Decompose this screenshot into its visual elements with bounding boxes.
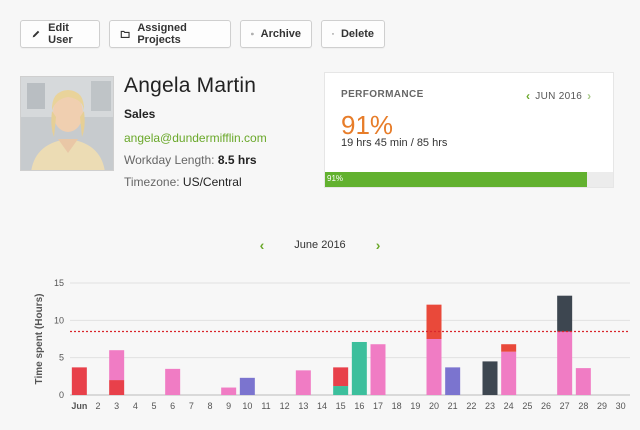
archive-icon	[251, 32, 254, 36]
x-tick-label: 22	[466, 401, 476, 411]
bar-segment	[351, 341, 367, 395]
assigned-projects-button[interactable]: Assigned Projects	[109, 20, 231, 48]
y-tick-label: 5	[59, 353, 64, 363]
x-tick-label: 11	[261, 401, 270, 411]
performance-progress-label: 91%	[327, 174, 344, 183]
avatar	[20, 76, 114, 171]
x-tick-label: 16	[354, 401, 364, 411]
x-tick-label: Jun	[71, 401, 87, 411]
y-tick-label: 10	[54, 315, 64, 325]
bar-segment	[221, 387, 237, 395]
user-toolbar: Edit User Assigned Projects Archive Dele…	[20, 20, 385, 48]
x-tick-label: 4	[133, 401, 138, 411]
x-tick-label: 19	[410, 401, 420, 411]
x-tick-label: 2	[95, 401, 100, 411]
delete-button[interactable]: Delete	[321, 20, 385, 48]
bar-segment	[426, 304, 442, 339]
performance-card: PERFORMANCE ‹ JUN 2016 › 91% 19 hrs 45 m…	[324, 72, 614, 188]
y-axis-label: Time spent (Hours)	[34, 294, 45, 385]
y-tick-label: 0	[59, 390, 64, 400]
x-tick-label: 27	[560, 401, 570, 411]
performance-title: PERFORMANCE	[341, 89, 424, 100]
x-tick-label: 30	[616, 401, 626, 411]
bar-segment	[71, 367, 87, 395]
timezone-row: Timezone: US/Central	[124, 175, 267, 189]
delete-label: Delete	[340, 28, 374, 40]
x-tick-label: 13	[298, 401, 308, 411]
bar-segment	[501, 344, 517, 352]
x-tick-label: 17	[373, 401, 383, 411]
profile-info: Angela Martin Sales angela@dundermifflin…	[124, 74, 267, 189]
x-tick-label: 3	[114, 401, 119, 411]
y-tick-label: 15	[54, 278, 64, 288]
workday-length-row: Workday Length: 8.5 hrs	[124, 153, 267, 167]
bar-segment	[333, 386, 349, 395]
bar-segment	[165, 368, 181, 395]
archive-label: Archive	[260, 28, 301, 40]
performance-month-nav: ‹ JUN 2016 ›	[526, 89, 591, 103]
folder-icon	[120, 30, 130, 39]
chevron-right-icon[interactable]: ›	[587, 89, 592, 103]
x-tick-label: 28	[578, 401, 588, 411]
chart-prev-month-icon[interactable]: ‹	[259, 237, 265, 253]
bar-segment	[557, 331, 573, 395]
user-department: Sales	[124, 107, 156, 121]
bar-segment	[239, 377, 255, 395]
chart-next-month-icon[interactable]: ›	[375, 237, 381, 253]
bar-segment	[370, 344, 386, 395]
x-tick-label: 29	[597, 401, 607, 411]
chart-month-label: June 2016	[294, 239, 346, 251]
chart-month-nav: ‹ June 2016 ›	[0, 237, 640, 253]
bar-segment	[557, 295, 573, 332]
assigned-projects-label: Assigned Projects	[137, 22, 187, 46]
x-tick-label: 25	[522, 401, 532, 411]
x-tick-label: 6	[170, 401, 175, 411]
bar-segment	[575, 368, 591, 395]
x-tick-label: 20	[429, 401, 439, 411]
x-tick-label: 14	[317, 401, 327, 411]
x-tick-label: 10	[242, 401, 252, 411]
user-name: Angela Martin	[124, 74, 257, 97]
x-tick-label: 18	[392, 401, 402, 411]
chevron-left-icon[interactable]: ‹	[526, 89, 531, 103]
x-tick-label: 5	[151, 401, 156, 411]
pencil-icon	[32, 30, 40, 38]
x-tick-label: 15	[336, 401, 346, 411]
x-tick-label: 9	[226, 401, 231, 411]
user-email-link[interactable]: angela@dundermifflin.com	[124, 131, 267, 145]
workday-length-value: 8.5 hrs	[217, 153, 257, 167]
performance-progress-fill: 91%	[325, 172, 588, 187]
edit-user-button[interactable]: Edit User	[20, 20, 100, 48]
x-tick-label: 24	[504, 401, 514, 411]
bar-segment	[445, 367, 461, 395]
bar-segment	[109, 350, 125, 381]
timezone-value: US/Central	[182, 175, 242, 189]
x-tick-label: 12	[280, 401, 290, 411]
bar-segment	[482, 361, 498, 395]
performance-hours-detail: 19 hrs 45 min / 85 hrs	[341, 137, 448, 149]
x-tick-label: 21	[448, 401, 458, 411]
performance-progress-bar: 91%	[325, 172, 613, 187]
x-tick-label: 26	[541, 401, 551, 411]
performance-month-label: JUN 2016	[535, 90, 583, 102]
timezone-label: Timezone:	[124, 175, 180, 189]
trash-icon	[332, 33, 334, 35]
x-tick-label: 8	[207, 401, 212, 411]
bar-segment	[426, 339, 442, 395]
x-tick-label: 23	[485, 401, 495, 411]
x-tick-label: 7	[189, 401, 194, 411]
bar-segment	[295, 370, 311, 395]
bar-segment	[333, 367, 349, 387]
archive-button[interactable]: Archive	[240, 20, 312, 48]
performance-percent: 91%	[341, 110, 394, 140]
workday-length-label: Workday Length:	[124, 153, 215, 167]
bar-segment	[501, 351, 517, 395]
edit-user-label: Edit User	[48, 22, 73, 46]
bar-segment	[109, 380, 125, 395]
